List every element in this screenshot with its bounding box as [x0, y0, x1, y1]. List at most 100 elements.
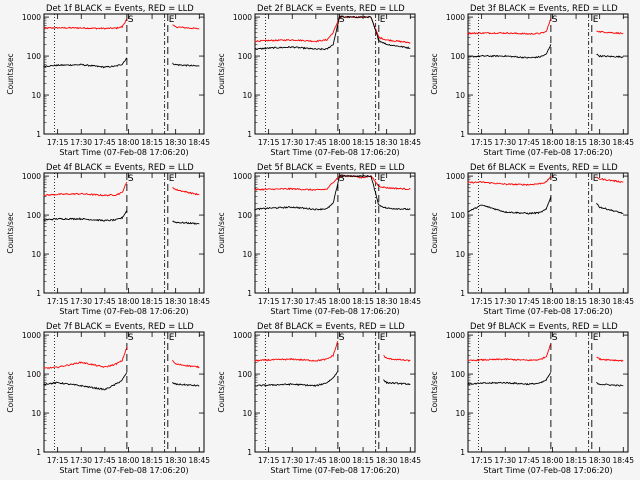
end-marker-label: E: [380, 174, 386, 184]
x-tick-label: 17:45: [305, 297, 327, 306]
x-tick-label: 18:15: [141, 138, 163, 147]
y-tick-label: 10: [455, 409, 465, 418]
start-marker-label: S: [339, 333, 345, 343]
end-marker-label: E: [593, 15, 599, 25]
x-tick-label: 17:30: [494, 138, 516, 147]
x-tick-label: 18:00: [329, 456, 351, 465]
series-lld: [43, 346, 128, 370]
series-events: [596, 381, 624, 387]
panel-det-2: Det 2f BLACK = Events, RED = LLD 1 10 100 10…: [217, 3, 421, 157]
panel-det-7: Det 7f BLACK = Events, RED = LLD 1 10 100 10…: [6, 321, 210, 475]
start-marker-label: S: [128, 174, 134, 184]
y-tick-label: 10: [455, 91, 465, 100]
panel-det-4: Det 4f BLACK = Events, RED = LLD 1 10 100 10…: [6, 162, 210, 316]
x-tick-label: 17:45: [518, 138, 540, 147]
series-events: [172, 381, 200, 387]
y-tick-label: 10: [242, 91, 252, 100]
x-tick-label: 17:30: [70, 456, 92, 465]
panel-title: Det 3f BLACK = Events, RED = LLD: [470, 3, 618, 13]
series-events: [43, 372, 128, 391]
y-tick-label: 1: [247, 130, 252, 139]
x-tick-label: 18:00: [118, 456, 140, 465]
x-tick-label: 17:45: [305, 138, 327, 147]
x-tick-label: 18:30: [376, 297, 398, 306]
y-tick-label: 100: [451, 370, 466, 379]
x-tick-label: 18:30: [589, 456, 611, 465]
series-events: [467, 196, 552, 215]
y-tick-label: 10: [242, 250, 252, 259]
y-tick-label: 1: [460, 130, 465, 139]
start-marker-label: S: [128, 15, 134, 25]
x-tick-label: 18:30: [376, 138, 398, 147]
x-tick-label: 18:15: [141, 456, 163, 465]
series-lld: [254, 340, 339, 362]
panel-det-9: Det 9f BLACK = Events, RED = LLD 1 10 100 10…: [430, 321, 634, 475]
end-marker-label: E: [593, 174, 599, 184]
series-lld: [467, 175, 552, 186]
y-axis-label: Counts/sec: [6, 212, 15, 253]
series-lld: [43, 18, 128, 30]
x-axis-label: Start Time (07-Feb-08 17:06:20): [270, 148, 399, 157]
y-axis-label: Counts/sec: [217, 53, 226, 94]
x-tick-label: 17:15: [258, 297, 280, 306]
y-tick-label: 1: [36, 448, 41, 457]
y-tick-label: 1000: [22, 13, 41, 22]
y-tick-label: 1: [36, 289, 41, 298]
y-axis-label: Counts/sec: [6, 53, 15, 94]
x-tick-label: 18:45: [188, 138, 210, 147]
x-tick-label: 18:00: [118, 297, 140, 306]
end-marker-label: E: [380, 333, 386, 343]
series-events: [254, 15, 411, 51]
x-tick-label: 18:30: [589, 138, 611, 147]
x-axis-label: Start Time (07-Feb-08 17:06:20): [270, 307, 399, 316]
x-tick-label: 17:15: [47, 138, 69, 147]
y-tick-label: 10: [31, 409, 41, 418]
y-tick-label: 1000: [233, 331, 252, 340]
x-tick-label: 18:15: [141, 297, 163, 306]
panel-title: Det 6f BLACK = Events, RED = LLD: [470, 162, 618, 172]
x-tick-label: 18:15: [352, 297, 374, 306]
series-events: [467, 44, 552, 59]
y-tick-label: 100: [451, 52, 466, 61]
x-tick-label: 17:45: [94, 297, 116, 306]
x-tick-label: 18:15: [565, 297, 587, 306]
series-events: [467, 372, 552, 386]
y-axis-label: Counts/sec: [430, 53, 439, 94]
panel-title: Det 5f BLACK = Events, RED = LLD: [257, 162, 405, 172]
x-tick-label: 18:00: [329, 138, 351, 147]
y-tick-label: 100: [238, 370, 253, 379]
y-tick-label: 1000: [233, 13, 252, 22]
x-axis-label: Start Time (07-Feb-08 17:06:20): [483, 148, 612, 157]
x-tick-label: 17:15: [471, 297, 493, 306]
x-tick-label: 18:30: [376, 456, 398, 465]
x-tick-label: 18:45: [188, 297, 210, 306]
series-events: [596, 202, 624, 215]
series-lld: [467, 18, 552, 35]
y-tick-label: 100: [27, 211, 42, 220]
y-tick-label: 100: [238, 52, 253, 61]
series-lld: [383, 355, 411, 362]
y-tick-label: 10: [31, 250, 41, 259]
plot-frame: [254, 331, 416, 453]
x-tick-label: 18:45: [612, 456, 634, 465]
x-tick-label: 17:45: [518, 456, 540, 465]
panel-det-5: Det 5f BLACK = Events, RED = LLD 1 10 100 10…: [217, 162, 421, 316]
end-marker-label: E: [169, 333, 175, 343]
y-tick-label: 1000: [22, 172, 41, 181]
x-tick-label: 17:30: [281, 297, 303, 306]
series-lld: [172, 24, 200, 30]
y-tick-label: 1: [460, 289, 465, 298]
panel-title: Det 2f BLACK = Events, RED = LLD: [257, 3, 405, 13]
series-events: [254, 174, 411, 211]
x-tick-label: 18:00: [329, 297, 351, 306]
x-tick-label: 18:45: [612, 138, 634, 147]
y-tick-label: 1000: [22, 331, 41, 340]
y-tick-label: 10: [455, 250, 465, 259]
y-axis-label: Counts/sec: [430, 371, 439, 412]
y-tick-label: 1000: [233, 172, 252, 181]
panel-title: Det 4f BLACK = Events, RED = LLD: [46, 162, 194, 172]
series-lld: [43, 181, 128, 197]
x-tick-label: 17:30: [281, 138, 303, 147]
x-axis-label: Start Time (07-Feb-08 17:06:20): [483, 466, 612, 475]
x-tick-label: 18:45: [399, 297, 421, 306]
